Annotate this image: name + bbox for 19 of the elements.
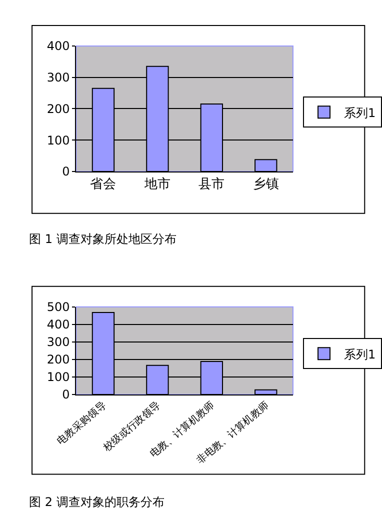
legend-label: 系列1 [344,347,376,362]
y-tick-label: 0 [62,164,70,179]
y-tick-label: 100 [46,133,70,148]
y-tick-label: 300 [46,70,70,85]
y-tick-label: 200 [46,102,70,116]
y-tick-label: 200 [46,352,70,367]
x-tick-label: 地市 [143,177,170,192]
text: 图 2 调查对象的职务分布 [29,495,164,509]
legend-label: 系列1 [344,106,376,120]
x-tick-label: 乡镇 [252,177,279,192]
y-tick-label: 400 [46,39,70,54]
x-tick-label: 省会 [90,177,116,192]
y-tick-label: 300 [46,335,70,350]
text: 图 1 调查对象所处地区分布 [29,232,176,246]
y-tick-label: 500 [46,300,70,314]
y-tick-label: 400 [46,318,70,332]
y-tick-label: 0 [62,388,70,402]
y-tick-label: 100 [46,370,70,384]
x-tick-label: 县市 [198,177,225,192]
